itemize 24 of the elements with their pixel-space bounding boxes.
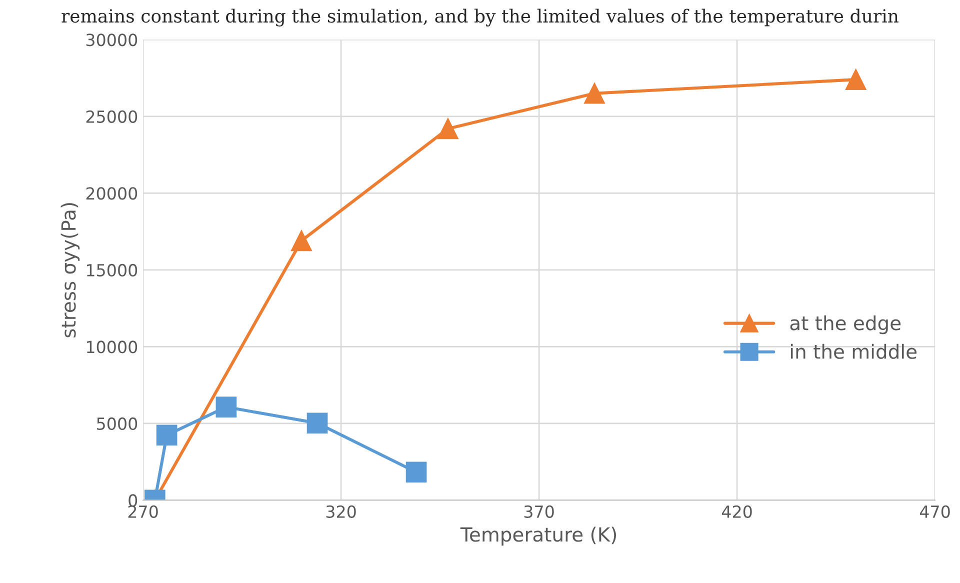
x-tick-label: 370	[524, 505, 554, 518]
x-axis-title: Temperature (K)	[460, 526, 616, 546]
x-tick-label: 470	[920, 505, 950, 518]
point	[306, 412, 328, 434]
point	[291, 230, 312, 252]
point	[156, 424, 178, 446]
x-tick-label: 420	[722, 505, 752, 518]
point	[584, 82, 605, 104]
point	[845, 69, 866, 90]
text: remains constant during the simulation, and by the limited values of the temperature durin	[62, 8, 898, 26]
legend-label: at the edge	[790, 315, 901, 334]
x-tick-label: 320	[326, 505, 356, 518]
x-tick-label: 270	[128, 505, 158, 518]
legend-label: in the middle	[790, 344, 917, 359]
point	[406, 462, 427, 483]
point	[216, 396, 237, 418]
y-tick-label: 15000	[86, 264, 138, 276]
y-tick-label: 5000	[97, 417, 138, 430]
point	[438, 118, 458, 140]
y-tick-label: 25000	[86, 110, 138, 123]
y-axis-title: stress σyy(Pa)	[60, 203, 80, 338]
y-tick-label: 30000	[86, 34, 138, 46]
y-tick-label: 10000	[86, 340, 138, 354]
y-tick-label: 20000	[86, 187, 138, 200]
